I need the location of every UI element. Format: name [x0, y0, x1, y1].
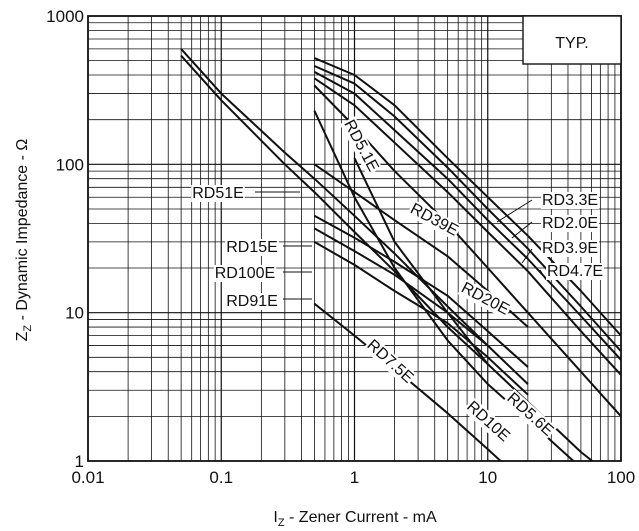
y-tick-label: 1 — [75, 452, 84, 471]
label-bg — [540, 240, 600, 257]
leader-line — [521, 248, 533, 264]
label-bg — [225, 293, 279, 310]
y-tick-label: 1000 — [46, 7, 84, 26]
leader-line — [496, 199, 533, 223]
series-label-RD100E: RD100E — [215, 265, 275, 282]
label-bg — [213, 265, 277, 282]
series-label-RD51E: RD51E — [192, 185, 244, 202]
label-bg — [362, 335, 418, 388]
tick-labels: 0.01 0.1 1 10 100 1 10 100 1000 — [46, 7, 635, 487]
x-tick-label: 1 — [350, 468, 359, 487]
series-label-RD4.7E: RD4.7E — [547, 263, 603, 280]
leader-line — [511, 221, 533, 239]
series-line-RD2.0E — [313, 65, 621, 352]
plot-border — [87, 15, 622, 462]
leader-line — [539, 269, 547, 281]
x-tick-label: 0.1 — [209, 468, 233, 487]
x-tick-label: 0.01 — [71, 468, 104, 487]
series-line-RD39E — [180, 55, 489, 365]
series-label-RD3.3E: RD3.3E — [542, 192, 598, 209]
series-line-RD3.3E — [314, 57, 621, 337]
grid — [88, 16, 621, 461]
series-label-RD15E: RD15E — [226, 239, 278, 256]
series-line-RD4.7E — [313, 77, 621, 376]
plot-frame — [87, 15, 622, 462]
annotation-box — [522, 15, 622, 65]
series-line-RD91E — [313, 241, 529, 396]
series-line-RD51E — [180, 48, 489, 347]
curves — [180, 48, 621, 461]
annotation-text: TYP. — [555, 35, 589, 52]
label-bg — [540, 192, 600, 209]
y-axis-title: ZZ - Dynamic Impedance - Ω — [14, 139, 34, 342]
label-bg — [339, 116, 383, 176]
x-tick-label: 10 — [478, 468, 497, 487]
series-label-RD2.0E: RD2.0E — [542, 215, 598, 232]
label-bg — [502, 388, 558, 441]
series-label-RD91E: RD91E — [226, 293, 278, 310]
series-label-RD3.9E: RD3.9E — [542, 240, 598, 257]
y-tick-label: 10 — [65, 304, 84, 323]
label-bg — [540, 215, 600, 232]
label-bg — [406, 199, 462, 241]
y-tick-label: 100 — [56, 155, 84, 174]
series-line-RD3.9E — [313, 71, 621, 361]
x-axis-title: IZ - Zener Current - mA — [273, 509, 437, 529]
series-label-RD7.5E: RD7.5E — [364, 337, 417, 387]
series-line-RD7.5E — [313, 302, 503, 461]
label-bg — [457, 278, 513, 320]
label-bg — [545, 263, 605, 280]
label-bg — [191, 185, 245, 202]
series-line-RD10E — [313, 110, 575, 461]
series-line-RD5.6E — [353, 157, 594, 461]
curve-labels: RD51E RD15E RD100E RD91E RD3.3E RD2.0E RD3.9E R… — [191, 116, 605, 446]
label-bg — [462, 397, 514, 446]
series-line-RD100E — [313, 227, 529, 385]
x-tick-label: 100 — [607, 468, 635, 487]
label-bg — [225, 239, 279, 256]
